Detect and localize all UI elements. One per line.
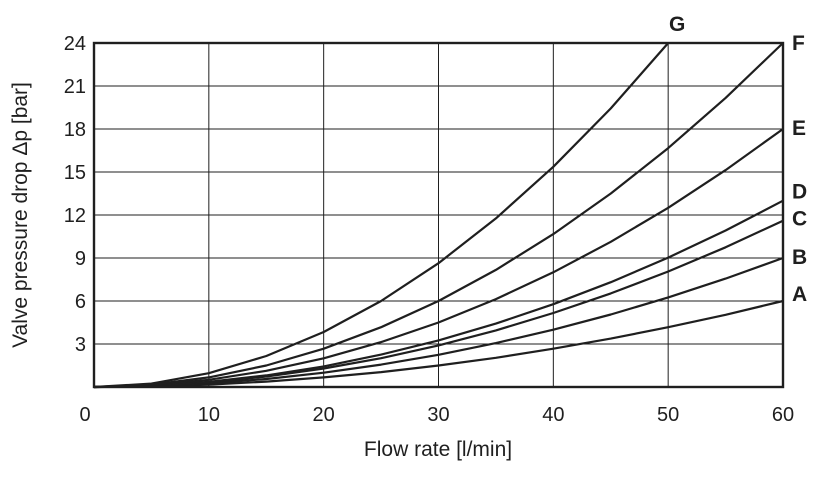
x-tick-label: 10 [198, 404, 220, 426]
curve-label-C: C [792, 208, 807, 231]
curve-label-F: F [792, 32, 805, 55]
curve-label-A: A [792, 283, 807, 306]
curve-label-B: B [792, 246, 807, 269]
y-axis-title: Valve pressure drop Δp [bar] [9, 82, 32, 348]
curve-A [93, 299, 784, 389]
curve-F [93, 42, 784, 389]
curve-label-E: E [792, 117, 806, 140]
y-tick-label: 24 [64, 33, 86, 55]
y-tick-label: 6 [75, 291, 86, 313]
curve-label-D: D [792, 181, 807, 204]
x-tick-label: 0 [79, 404, 90, 426]
x-axis-title: Flow rate [l/min] [363, 438, 513, 461]
curve-D [93, 199, 784, 389]
curve-E [93, 128, 784, 389]
x-tick-label: 50 [657, 404, 679, 426]
x-tick-label: 20 [313, 404, 335, 426]
curve-G [93, 42, 670, 389]
y-tick-label: 9 [75, 248, 86, 270]
y-tick-label: 3 [75, 334, 86, 356]
x-tick-label: 60 [772, 404, 794, 426]
y-tick-label: 21 [64, 76, 86, 98]
x-tick-label: 30 [427, 404, 449, 426]
y-tick-label: 15 [64, 162, 86, 184]
y-tick-label: 12 [64, 205, 86, 227]
x-tick-label: 40 [542, 404, 564, 426]
y-tick-label: 18 [64, 119, 86, 141]
plot-frame [92, 41, 785, 389]
curve-label-G: G [669, 13, 685, 36]
